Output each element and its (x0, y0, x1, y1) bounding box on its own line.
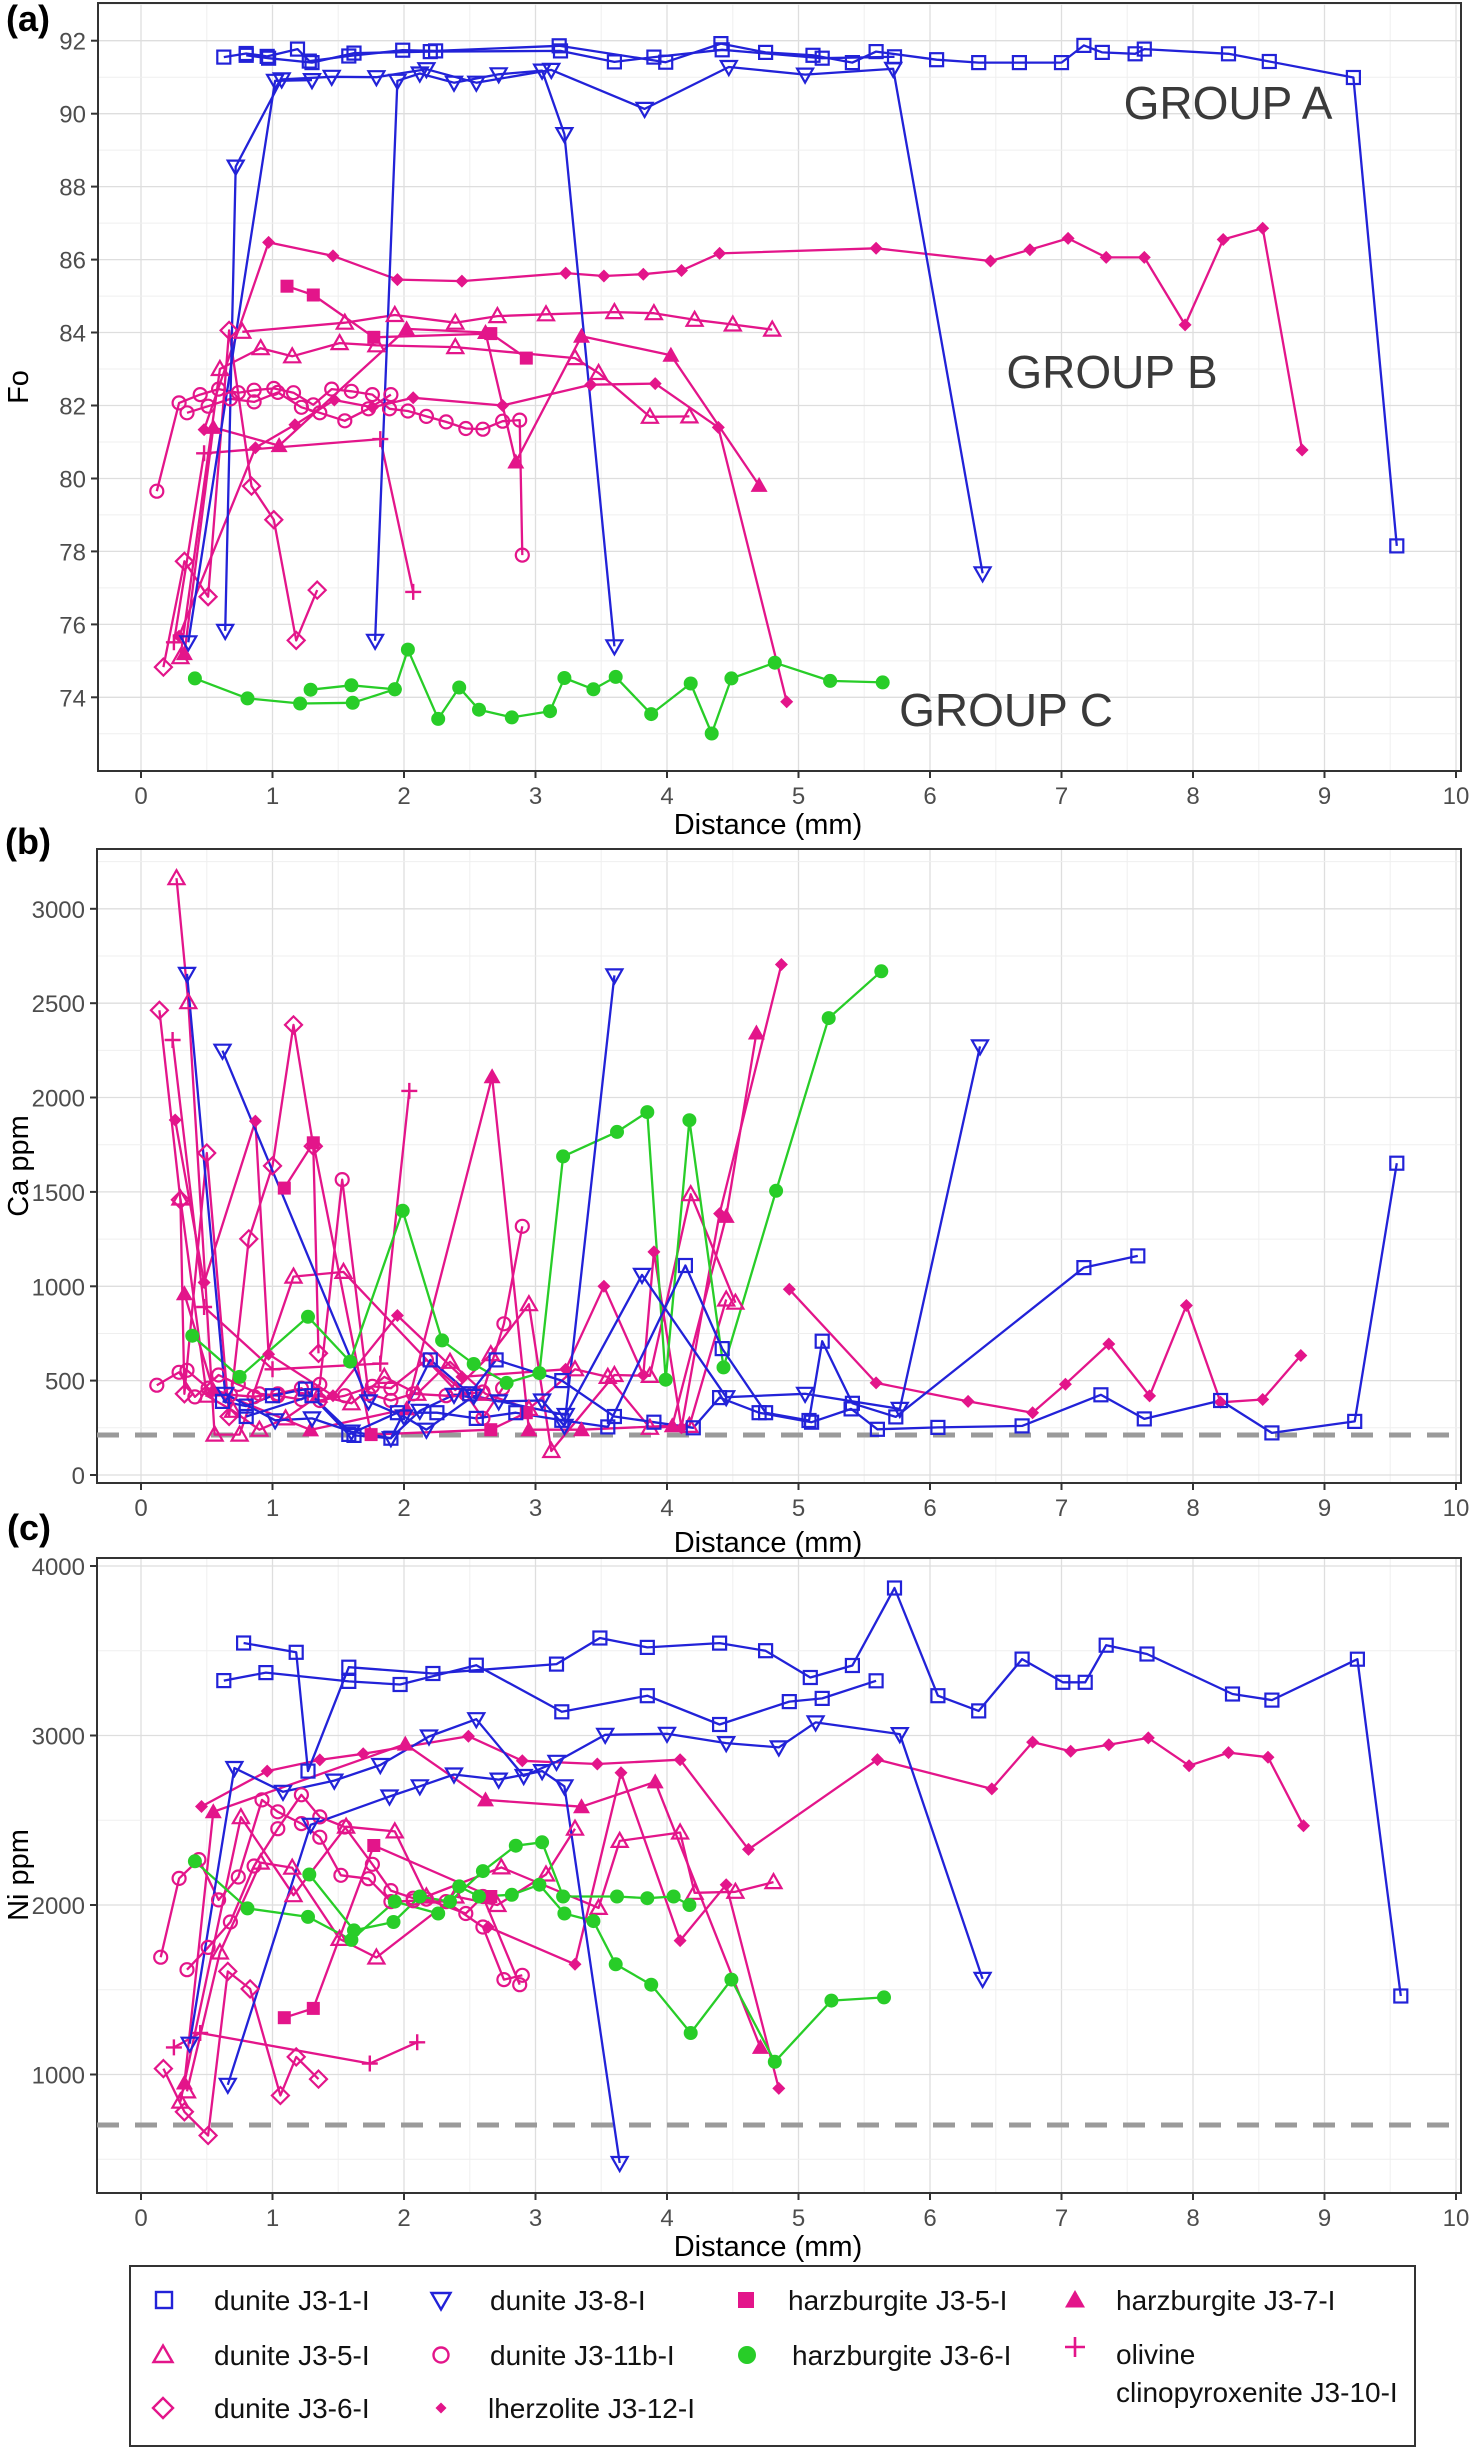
svg-text:dunite J3-8-I: dunite J3-8-I (490, 2285, 646, 2316)
svg-text:Ni ppm: Ni ppm (3, 1829, 35, 1921)
svg-text:5: 5 (792, 2205, 805, 2232)
svg-text:3: 3 (529, 783, 542, 810)
svg-text:9: 9 (1318, 1495, 1331, 1522)
svg-text:3000: 3000 (32, 1724, 85, 1751)
svg-text:0: 0 (134, 1495, 147, 1522)
svg-text:3000: 3000 (32, 897, 85, 924)
svg-text:Distance (mm): Distance (mm) (674, 1527, 863, 1559)
svg-text:10: 10 (1443, 783, 1470, 810)
svg-text:0: 0 (72, 1463, 85, 1490)
svg-text:dunite J3-6-I: dunite J3-6-I (214, 2393, 370, 2424)
svg-text:Ca ppm: Ca ppm (3, 1115, 35, 1217)
svg-text:Fo: Fo (3, 370, 35, 404)
svg-text:3: 3 (529, 2205, 542, 2232)
svg-text:Distance (mm): Distance (mm) (674, 2231, 863, 2263)
svg-text:10: 10 (1443, 2205, 1470, 2232)
svg-text:harzburgite J3-5-I: harzburgite J3-5-I (788, 2285, 1007, 2316)
svg-text:74: 74 (59, 685, 86, 712)
svg-text:(a): (a) (6, 0, 50, 39)
svg-text:lherzolite J3-12-I: lherzolite J3-12-I (488, 2393, 695, 2424)
svg-text:dunite J3-11b-I: dunite J3-11b-I (490, 2340, 675, 2371)
svg-text:2: 2 (397, 783, 410, 810)
svg-text:8: 8 (1186, 1495, 1199, 1522)
svg-text:4: 4 (660, 783, 673, 810)
svg-text:Distance (mm): Distance (mm) (674, 809, 863, 841)
svg-text:1: 1 (266, 2205, 279, 2232)
svg-text:dunite J3-1-I: dunite J3-1-I (214, 2285, 370, 2316)
svg-text:88: 88 (59, 175, 86, 202)
svg-text:7: 7 (1055, 2205, 1068, 2232)
svg-text:86: 86 (59, 248, 86, 275)
svg-text:2: 2 (397, 2205, 410, 2232)
svg-text:(b): (b) (5, 821, 51, 862)
svg-text:92: 92 (59, 29, 86, 56)
svg-text:2500: 2500 (32, 991, 85, 1018)
svg-text:clinopyroxenite J3-10-I: clinopyroxenite J3-10-I (1116, 2377, 1398, 2408)
svg-text:1000: 1000 (32, 1274, 85, 1301)
svg-text:9: 9 (1318, 2205, 1331, 2232)
svg-text:0: 0 (134, 2205, 147, 2232)
svg-text:4: 4 (660, 1495, 673, 1522)
svg-text:(c): (c) (7, 1507, 51, 1548)
svg-text:6: 6 (923, 2205, 936, 2232)
svg-text:5: 5 (792, 783, 805, 810)
svg-text:82: 82 (59, 394, 86, 421)
svg-text:76: 76 (59, 612, 86, 639)
svg-text:5: 5 (792, 1495, 805, 1522)
svg-text:8: 8 (1186, 2205, 1199, 2232)
svg-text:1: 1 (266, 783, 279, 810)
svg-text:GROUP A: GROUP A (1124, 77, 1333, 129)
svg-text:4000: 4000 (32, 1554, 85, 1581)
svg-text:2: 2 (397, 1495, 410, 1522)
svg-text:7: 7 (1055, 783, 1068, 810)
svg-text:harzburgite J3-7-I: harzburgite J3-7-I (1116, 2285, 1335, 2316)
svg-text:6: 6 (923, 1495, 936, 1522)
svg-text:GROUP C: GROUP C (899, 684, 1113, 736)
svg-text:84: 84 (59, 321, 86, 348)
svg-text:2000: 2000 (32, 1086, 85, 1113)
svg-text:0: 0 (134, 783, 147, 810)
svg-text:4: 4 (660, 2205, 673, 2232)
svg-text:3: 3 (529, 1495, 542, 1522)
svg-text:GROUP B: GROUP B (1006, 346, 1217, 398)
svg-text:dunite J3-5-I: dunite J3-5-I (214, 2340, 370, 2371)
svg-text:8: 8 (1186, 783, 1199, 810)
svg-text:80: 80 (59, 467, 86, 494)
svg-text:1: 1 (266, 1495, 279, 1522)
svg-text:harzburgite J3-6-I: harzburgite J3-6-I (792, 2340, 1011, 2371)
svg-text:500: 500 (45, 1369, 85, 1396)
svg-text:9: 9 (1318, 783, 1331, 810)
svg-text:7: 7 (1055, 1495, 1068, 1522)
svg-text:1000: 1000 (32, 2063, 85, 2090)
svg-text:78: 78 (59, 539, 86, 566)
svg-text:6: 6 (923, 783, 936, 810)
svg-text:90: 90 (59, 102, 86, 129)
svg-text:olivine: olivine (1116, 2339, 1195, 2370)
svg-text:2000: 2000 (32, 1893, 85, 1920)
svg-text:1500: 1500 (32, 1180, 85, 1207)
svg-text:10: 10 (1443, 1495, 1470, 1522)
